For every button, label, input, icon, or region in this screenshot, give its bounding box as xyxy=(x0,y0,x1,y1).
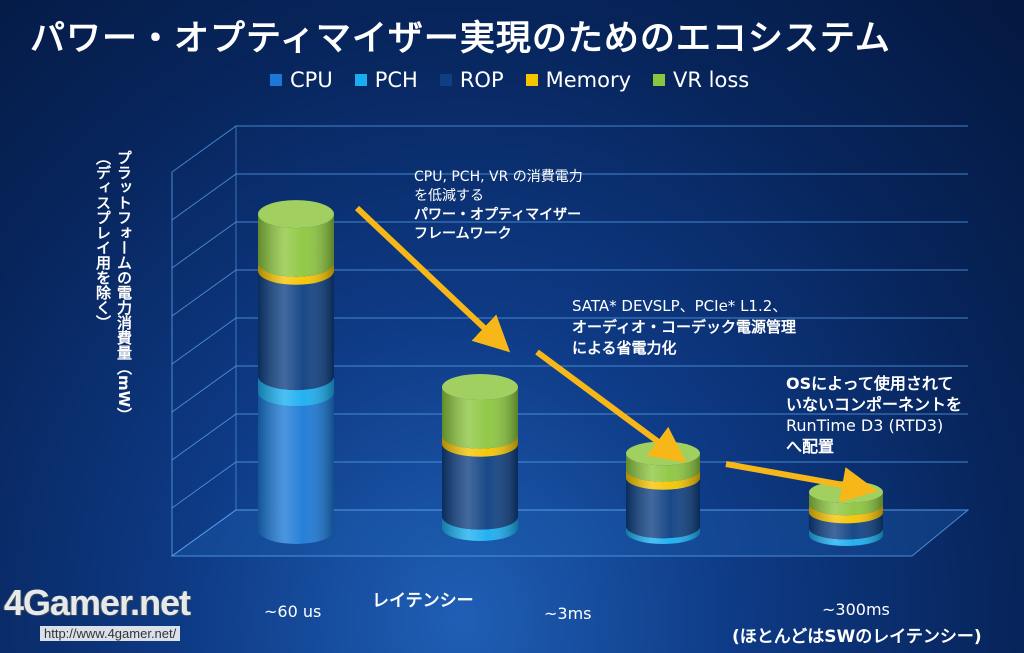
legend-item-rop: ROP xyxy=(439,68,504,92)
annotation-arrows xyxy=(354,205,878,503)
bar-1-memory-shading xyxy=(258,262,334,285)
annotation-1-line4: フレームワーク xyxy=(414,226,512,242)
legend-swatch-pch xyxy=(354,74,367,86)
annotation-2: SATA* DEVSLP、PCIe* L1.2、 オーディオ・コーデック電源管理… xyxy=(572,296,796,359)
x-tick-3ms: ~3ms xyxy=(544,604,592,623)
annotation-2-line2: オーディオ・コーデック電源管理 xyxy=(572,318,796,336)
y-axis-label-line1: プラットフォームの電力消費量（mW） xyxy=(115,150,133,423)
bar-1-top-cap xyxy=(258,200,334,229)
bar-1-vr-loss-shading xyxy=(258,214,334,277)
annotation-2-line1: SATA* DEVSLP、PCIe* L1.2、 xyxy=(572,297,788,315)
grid-line xyxy=(171,125,968,173)
annotation-1: CPU, PCH, VR の消費電力 を低減する パワー・オプティマイザー フレ… xyxy=(414,168,583,244)
chart-bars xyxy=(258,200,883,546)
bar-1-pch-shading xyxy=(258,376,334,407)
legend-label-pch: PCH xyxy=(374,68,418,92)
annotation-3: OSによって使用されて いないコンポーネントを RunTime D3 (RTD3… xyxy=(786,373,962,457)
legend-label-vr-loss: VR loss xyxy=(673,68,750,92)
bar-3-rop-shading xyxy=(626,477,700,539)
chart-legend: CPU PCH ROP Memory VR loss xyxy=(270,68,749,92)
annotation-2-line3: による省電力化 xyxy=(572,339,677,357)
bar-2-memory-shading xyxy=(442,435,518,457)
x-axis-title: レイテンシー xyxy=(372,591,474,611)
legend-label-cpu: CPU xyxy=(290,68,333,92)
annotation-1-line3: パワー・オプティマイザー xyxy=(414,207,582,223)
x-tick-300ms: ~300ms xyxy=(822,600,890,619)
watermark-url: http://www.4gamer.net/ xyxy=(40,626,181,641)
bar-2-rop-shading xyxy=(442,443,518,530)
bar-3-pch-shading xyxy=(626,526,700,544)
bar-2-vr-loss-shading xyxy=(442,387,518,449)
bar-1-rop-shading xyxy=(258,270,334,391)
legend-label-memory: Memory xyxy=(545,68,632,92)
annotation-1-line2: を低減する xyxy=(414,188,484,204)
bar-4-pch-shading xyxy=(809,528,883,546)
x-tick-note: (ほとんどはSWのレイテンシー) xyxy=(732,627,982,647)
legend-item-pch: PCH xyxy=(354,68,418,92)
legend-swatch-vr-loss xyxy=(653,74,666,86)
bar-4-vr-loss-shading xyxy=(809,492,883,516)
annotation-3-line3: RunTime D3 (RTD3) xyxy=(786,416,944,435)
legend-item-memory: Memory xyxy=(525,68,632,92)
legend-label-rop: ROP xyxy=(459,68,504,92)
x-tick-60us: ~60 us xyxy=(264,602,322,621)
bar-2-pch-shading xyxy=(442,516,518,541)
chart-floor xyxy=(170,509,970,557)
bar-3-memory-shading xyxy=(626,469,700,490)
y-axis-label: プラットフォームの電力消費量（mW） （ディスプレイ用を除く） xyxy=(92,150,134,470)
annotation-3-line1: OSによって使用されて xyxy=(786,374,954,393)
watermark-logo: 4Gamer.net xyxy=(4,582,191,623)
legend-swatch-rop xyxy=(439,74,452,86)
bar-4-memory-shading xyxy=(809,504,883,524)
bar-4-rop-shading xyxy=(809,512,883,540)
bar-2-top-cap xyxy=(442,374,518,401)
legend-swatch-cpu xyxy=(270,74,282,86)
bar-1-cpu-shading xyxy=(258,392,334,544)
page-title: パワー・オプティマイザー実現のためのエコシステム xyxy=(30,19,891,59)
arrow-3 xyxy=(725,461,878,503)
legend-item-cpu: CPU xyxy=(270,68,333,92)
bar-3-vr-loss-shading xyxy=(626,453,700,482)
annotation-1-line1: CPU, PCH, VR の消費電力 xyxy=(414,169,583,185)
arrow-2 xyxy=(535,349,687,463)
arrow-1 xyxy=(354,205,511,353)
legend-item-vr-loss: VR loss xyxy=(653,68,749,92)
y-axis-label-line2: （ディスプレイ用を除く） xyxy=(94,150,112,330)
chart-grid xyxy=(170,125,970,557)
legend-swatch-memory xyxy=(525,74,538,86)
annotation-3-line4: へ配置 xyxy=(786,437,835,456)
annotation-3-line2: いないコンポーネントを xyxy=(786,395,963,414)
